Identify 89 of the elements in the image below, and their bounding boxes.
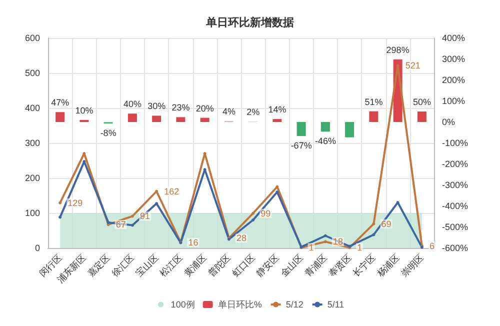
y2-tick-label: -300%: [442, 180, 468, 190]
data-label: 18: [332, 236, 343, 247]
bar: [200, 118, 210, 122]
x-tick-label: 普陀区: [206, 252, 232, 279]
x-tick-label: 松江区: [158, 252, 184, 279]
data-label: -46%: [314, 136, 336, 146]
data-label: 51%: [364, 96, 383, 107]
point: [58, 201, 62, 204]
point: [130, 214, 134, 218]
y2-tick-label: 100%: [442, 96, 466, 106]
x-tick-label: 奉贤区: [326, 252, 354, 279]
y2-tick-label: 300%: [442, 54, 466, 64]
y2-tick-label: 400%: [442, 33, 466, 43]
data-label: 99: [260, 208, 271, 218]
point: [396, 201, 400, 204]
x-tick-label: 虹口区: [230, 252, 257, 279]
point: [372, 233, 376, 236]
data-label: 40%: [123, 99, 142, 110]
legend-label: 5/12: [286, 300, 304, 310]
point: [324, 234, 327, 238]
y-tick-label: 0: [34, 243, 40, 253]
legend-label: 单日环比%: [218, 300, 262, 310]
x-tick-label: 崇明区: [399, 252, 426, 279]
data-label: -67%: [290, 140, 312, 151]
bar: [152, 116, 162, 122]
bar: [417, 112, 426, 122]
point: [106, 220, 110, 224]
y-tick-label: 400: [24, 103, 40, 113]
bar: [176, 117, 186, 122]
data-label: 28: [236, 233, 246, 244]
data-label: 4%: [222, 106, 236, 117]
y-tick-label: 500: [24, 68, 40, 78]
x-tick-label: 徐汇区: [110, 252, 136, 279]
data-label: -8%: [100, 128, 116, 138]
data-label: 47%: [51, 98, 70, 108]
y-tick-label: 600: [24, 33, 40, 43]
x-tick-label: 静安区: [254, 252, 281, 279]
bar: [320, 122, 330, 132]
bar: [56, 112, 65, 122]
data-label: 162: [164, 186, 180, 196]
data-label: 20%: [196, 103, 214, 114]
data-label: 67: [116, 220, 126, 230]
bar: [128, 114, 137, 122]
point: [130, 224, 134, 227]
point: [372, 222, 376, 226]
data-label: 16: [188, 237, 198, 248]
data-label: 91: [140, 211, 150, 222]
data-label: 2%: [246, 107, 260, 118]
chart-title: 单日环比新增数据: [205, 16, 294, 29]
data-label: 129: [68, 198, 83, 208]
data-label: 23%: [172, 102, 190, 113]
y2-tick-label: -400%: [442, 201, 468, 211]
y-tick-label: 300: [24, 138, 40, 148]
data-label: 69: [381, 218, 392, 229]
point: [252, 212, 255, 215]
y2-tick-label: -600%: [442, 243, 468, 253]
point: [203, 152, 206, 155]
y2-tick-label: -500%: [442, 222, 468, 232]
data-label: 10%: [75, 105, 94, 116]
data-label: 50%: [412, 97, 431, 107]
data-label: 6: [429, 240, 434, 251]
y-tick-label: 200: [24, 173, 40, 183]
data-label: 1: [357, 242, 362, 253]
x-tick-label: 宝山区: [134, 252, 160, 279]
x-tick-label: 金山区: [278, 252, 305, 279]
data-label: 14%: [268, 104, 286, 115]
point: [155, 202, 158, 206]
data-label: 298%: [386, 44, 410, 55]
data-label: 521: [405, 60, 420, 71]
legend-label: 100例: [170, 300, 195, 310]
bar: [369, 111, 378, 122]
y2-tick-label: 0%: [442, 117, 456, 127]
line-series: [58, 160, 424, 249]
y2-tick-label: -100%: [442, 138, 468, 148]
x-tick-label: 黄浦区: [182, 252, 208, 279]
data-label: 1: [308, 242, 314, 253]
point: [58, 216, 62, 219]
legend-label: 5/11: [327, 300, 344, 310]
data-label: 30%: [148, 101, 166, 112]
point: [324, 240, 327, 244]
x-tick-label: 青浦区: [302, 252, 329, 279]
bar: [345, 122, 354, 138]
bar: [296, 122, 306, 136]
point: [82, 152, 86, 155]
y2-tick-label: 200%: [442, 75, 466, 85]
y-tick-label: 100: [24, 208, 40, 218]
y2-tick-label: -200%: [442, 159, 468, 169]
x-tick-label: 嘉定区: [86, 252, 112, 279]
bar: [272, 119, 282, 122]
